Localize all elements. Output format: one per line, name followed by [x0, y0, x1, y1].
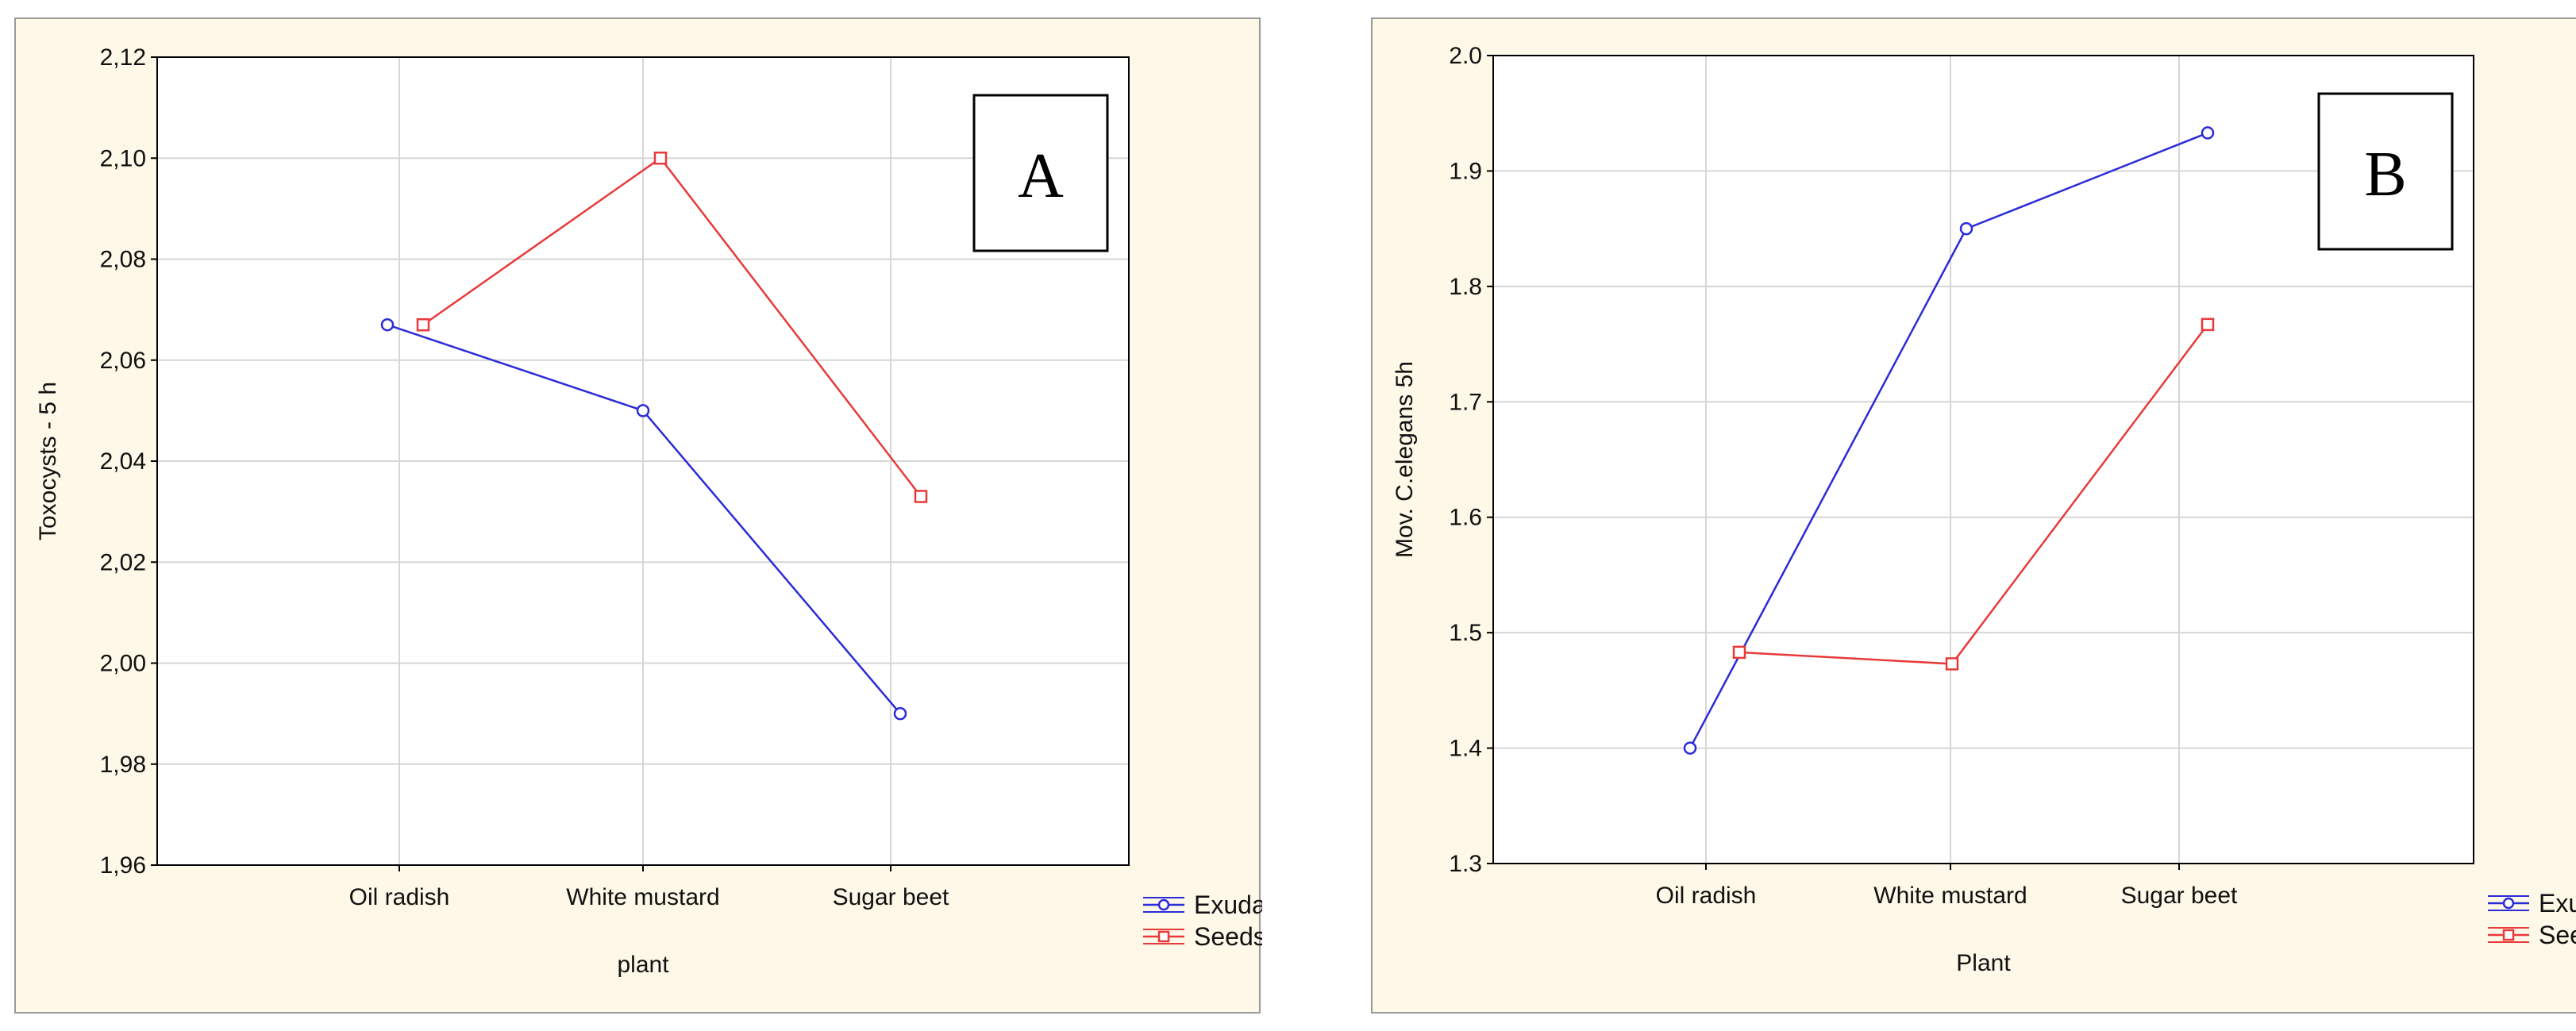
chart-b-svg: 1.3 1.4 1.5 1.6 1.7 1.8 1.9 2.0 Oil radish White …	[1392, 43, 2576, 976]
chart-a-point-seeds	[914, 490, 928, 503]
chart-a-svg: 1,96 1,98 2,00 2,02 2,04 2,06 2,08 2,10 2,12 Oil …	[35, 44, 1262, 978]
chart-b-legend-marker	[2502, 897, 2515, 910]
chart-a-legend-label-seeds: Seeds	[1194, 922, 1262, 951]
chart-b-legend-marker	[2502, 929, 2515, 941]
chart-a-legend-label-exudates: Exudates	[1194, 891, 1262, 919]
chart-b-plot-border	[1492, 55, 2474, 864]
chart-b-x-axis-label: Plant	[1956, 950, 2011, 976]
chart-b-legend-label-seeds: Seeds	[2539, 921, 2576, 949]
chart-a-legend-marker	[1157, 898, 1170, 911]
chart-b-point-seeds	[1945, 657, 1959, 671]
chart-b-point-exudates	[1959, 221, 1973, 236]
chart-a-plot-border	[156, 56, 1130, 866]
chart-a-point-seeds	[653, 152, 668, 165]
chart-a-point-seeds	[416, 317, 430, 332]
chart-b-y-tick-label: 2.0	[1449, 43, 1482, 69]
chart-b-y-tick-label: 1.4	[1449, 736, 1482, 762]
chart-b-y-tick-label: 1.6	[1449, 505, 1482, 531]
chart-b-x-tick-label: Sugar beet	[2121, 883, 2238, 909]
chart-a-y-axis-label: Toxocysts - 5 h	[35, 382, 61, 541]
chart-a-letter-box	[972, 94, 1109, 252]
chart-a-y-tick-label: 2,12	[100, 44, 146, 71]
chart-b-x-tick-label: Oil radish	[1656, 883, 1757, 909]
chart-b-letter: B	[2364, 140, 2406, 210]
chart-a-legend-marker	[1157, 930, 1170, 943]
chart-a-y-tick-label: 2,08	[100, 247, 146, 273]
chart-b-plot-area	[1493, 56, 2474, 864]
chart-b-x-tick-label: White mustard	[1873, 883, 2027, 909]
chart-a-y-tick-label: 1,96	[100, 852, 146, 879]
chart-b-y-tick-label: 1.7	[1449, 389, 1482, 415]
chart-a-point-exudates	[636, 404, 650, 417]
chart-a-letter: A	[1018, 141, 1064, 211]
chart-a-x-tick-label: Oil radish	[349, 884, 450, 910]
chart-a-y-tick-label: 2,06	[100, 348, 146, 374]
chart-panel-a: 1,96 1,98 2,00 2,02 2,04 2,06 2,08 2,10 2,12 Oil …	[14, 17, 1262, 1014]
chart-b-y-tick-label: 1.9	[1449, 158, 1482, 184]
chart-a-y-tick-label: 2,04	[100, 448, 146, 475]
chart-b-y-tick-label: 1.8	[1449, 274, 1482, 300]
chart-a-y-tick-label: 1,98	[100, 752, 146, 778]
chart-a-point-exudates	[893, 706, 907, 721]
chart-b-point-exudates	[1683, 741, 1697, 755]
chart-a-point-exudates	[380, 317, 395, 332]
chart-b-y-tick-label: 1.3	[1449, 851, 1482, 877]
chart-b-letter-box	[2317, 92, 2454, 251]
chart-b-y-tick-label: 1.5	[1449, 620, 1482, 646]
chart-a-y-tick-label: 2,02	[100, 549, 146, 575]
chart-b-point-seeds	[1732, 645, 1746, 660]
chart-a-x-tick-label: White mustard	[566, 884, 719, 910]
chart-b-y-axis-label: Mov. C.elegans 5h	[1392, 361, 1418, 558]
chart-b-point-exudates	[2201, 126, 2215, 140]
chart-a-x-tick-label: Sugar beet	[833, 884, 949, 910]
chart-a-x-axis-label: plant	[617, 952, 669, 978]
chart-panel-b: 1.3 1.4 1.5 1.6 1.7 1.8 1.9 2.0 Oil radish White …	[1371, 17, 2576, 1014]
chart-a-y-tick-label: 2,10	[100, 145, 146, 171]
chart-b-point-seeds	[2201, 317, 2215, 332]
chart-a-y-tick-label: 2,00	[100, 651, 146, 677]
chart-b-legend-label-exudates: Exudates	[2539, 889, 2576, 918]
